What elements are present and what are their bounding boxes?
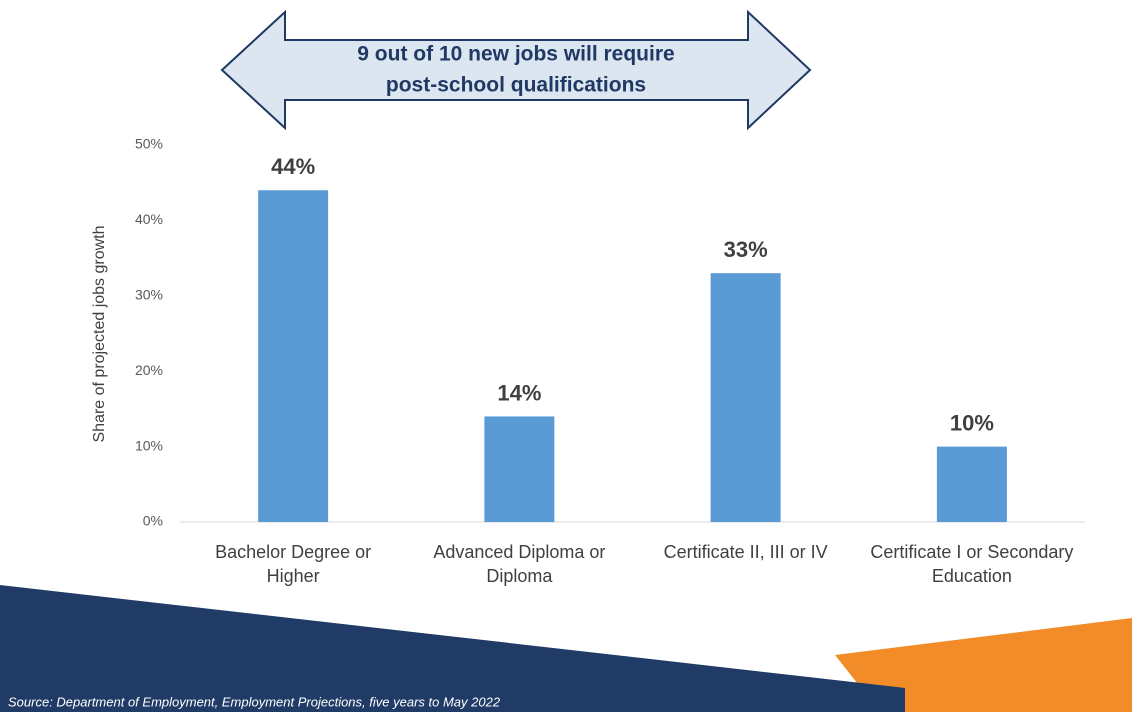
data-label: 14%	[497, 380, 541, 405]
bar	[258, 190, 329, 523]
y-tick-label: 50%	[135, 136, 163, 152]
y-tick-label: 20%	[135, 362, 163, 378]
x-tick-label: Bachelor Degree or Higher	[215, 542, 372, 586]
y-tick-label: 0%	[143, 513, 163, 529]
navy-shape	[0, 585, 905, 712]
bar	[936, 446, 1007, 522]
annotation-line: post-school qualifications	[386, 74, 646, 97]
y-tick-label: 30%	[135, 287, 163, 303]
x-tick-label: Certificate I or Secondary Education	[870, 542, 1074, 586]
annotation-line: 9 out of 10 new jobs will require	[357, 43, 674, 66]
x-tick-label: Certificate II, III or IV	[663, 542, 828, 562]
source: Source: Department of Employment, Employ…	[8, 694, 501, 709]
orange-shape	[835, 618, 1132, 712]
y-tick-label: 10%	[135, 437, 163, 453]
annotation-arrow	[220, 9, 812, 131]
data-label: 33%	[724, 237, 768, 262]
bar	[484, 416, 555, 522]
bar	[710, 273, 781, 522]
x-tick-label: Advanced Diploma or Diploma	[433, 542, 606, 586]
data-label: 44%	[271, 154, 315, 179]
y-tick-label: 40%	[135, 211, 163, 227]
y-axis-label: Share of projected jobs growth	[91, 225, 108, 442]
data-label: 10%	[950, 410, 994, 435]
